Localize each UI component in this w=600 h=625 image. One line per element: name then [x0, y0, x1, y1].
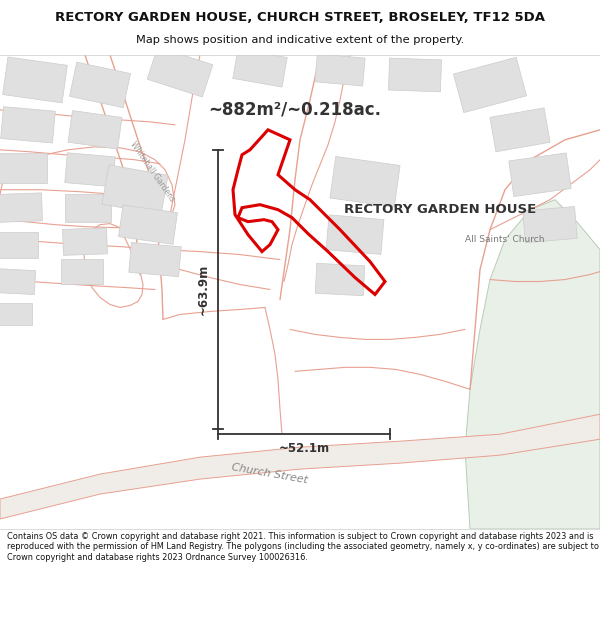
Text: Whitehall Gardens: Whitehall Gardens	[128, 140, 176, 203]
Polygon shape	[490, 108, 550, 152]
Polygon shape	[68, 111, 122, 149]
Polygon shape	[129, 242, 181, 277]
Polygon shape	[523, 206, 577, 242]
Polygon shape	[102, 165, 168, 214]
Polygon shape	[0, 232, 37, 258]
Polygon shape	[0, 304, 32, 326]
Text: Church Street: Church Street	[231, 462, 309, 486]
Polygon shape	[119, 205, 178, 244]
Polygon shape	[454, 58, 527, 112]
Text: RECTORY GARDEN HOUSE, CHURCH STREET, BROSELEY, TF12 5DA: RECTORY GARDEN HOUSE, CHURCH STREET, BRO…	[55, 11, 545, 24]
Polygon shape	[62, 228, 107, 256]
Polygon shape	[465, 200, 600, 529]
Text: RECTORY GARDEN HOUSE: RECTORY GARDEN HOUSE	[344, 203, 536, 216]
Polygon shape	[65, 194, 111, 222]
Polygon shape	[0, 193, 43, 222]
Text: ~52.1m: ~52.1m	[278, 442, 329, 455]
Polygon shape	[61, 259, 103, 284]
Text: Map shows position and indicative extent of the property.: Map shows position and indicative extent…	[136, 35, 464, 45]
Polygon shape	[0, 414, 600, 519]
Polygon shape	[0, 152, 47, 182]
Polygon shape	[315, 54, 365, 86]
Polygon shape	[147, 47, 213, 97]
Text: Contains OS data © Crown copyright and database right 2021. This information is : Contains OS data © Crown copyright and d…	[7, 532, 599, 562]
Polygon shape	[330, 156, 400, 207]
Polygon shape	[233, 49, 287, 87]
Polygon shape	[509, 153, 571, 196]
Text: ~882m²/~0.218ac.: ~882m²/~0.218ac.	[209, 101, 382, 119]
Polygon shape	[70, 62, 131, 107]
Polygon shape	[388, 58, 442, 92]
Polygon shape	[315, 263, 365, 296]
Polygon shape	[1, 107, 55, 143]
Polygon shape	[326, 215, 384, 254]
Text: All Saints' Church: All Saints' Church	[465, 235, 545, 244]
Polygon shape	[65, 152, 115, 187]
Polygon shape	[0, 269, 35, 294]
Polygon shape	[2, 57, 67, 103]
Text: ~63.9m: ~63.9m	[197, 264, 210, 315]
